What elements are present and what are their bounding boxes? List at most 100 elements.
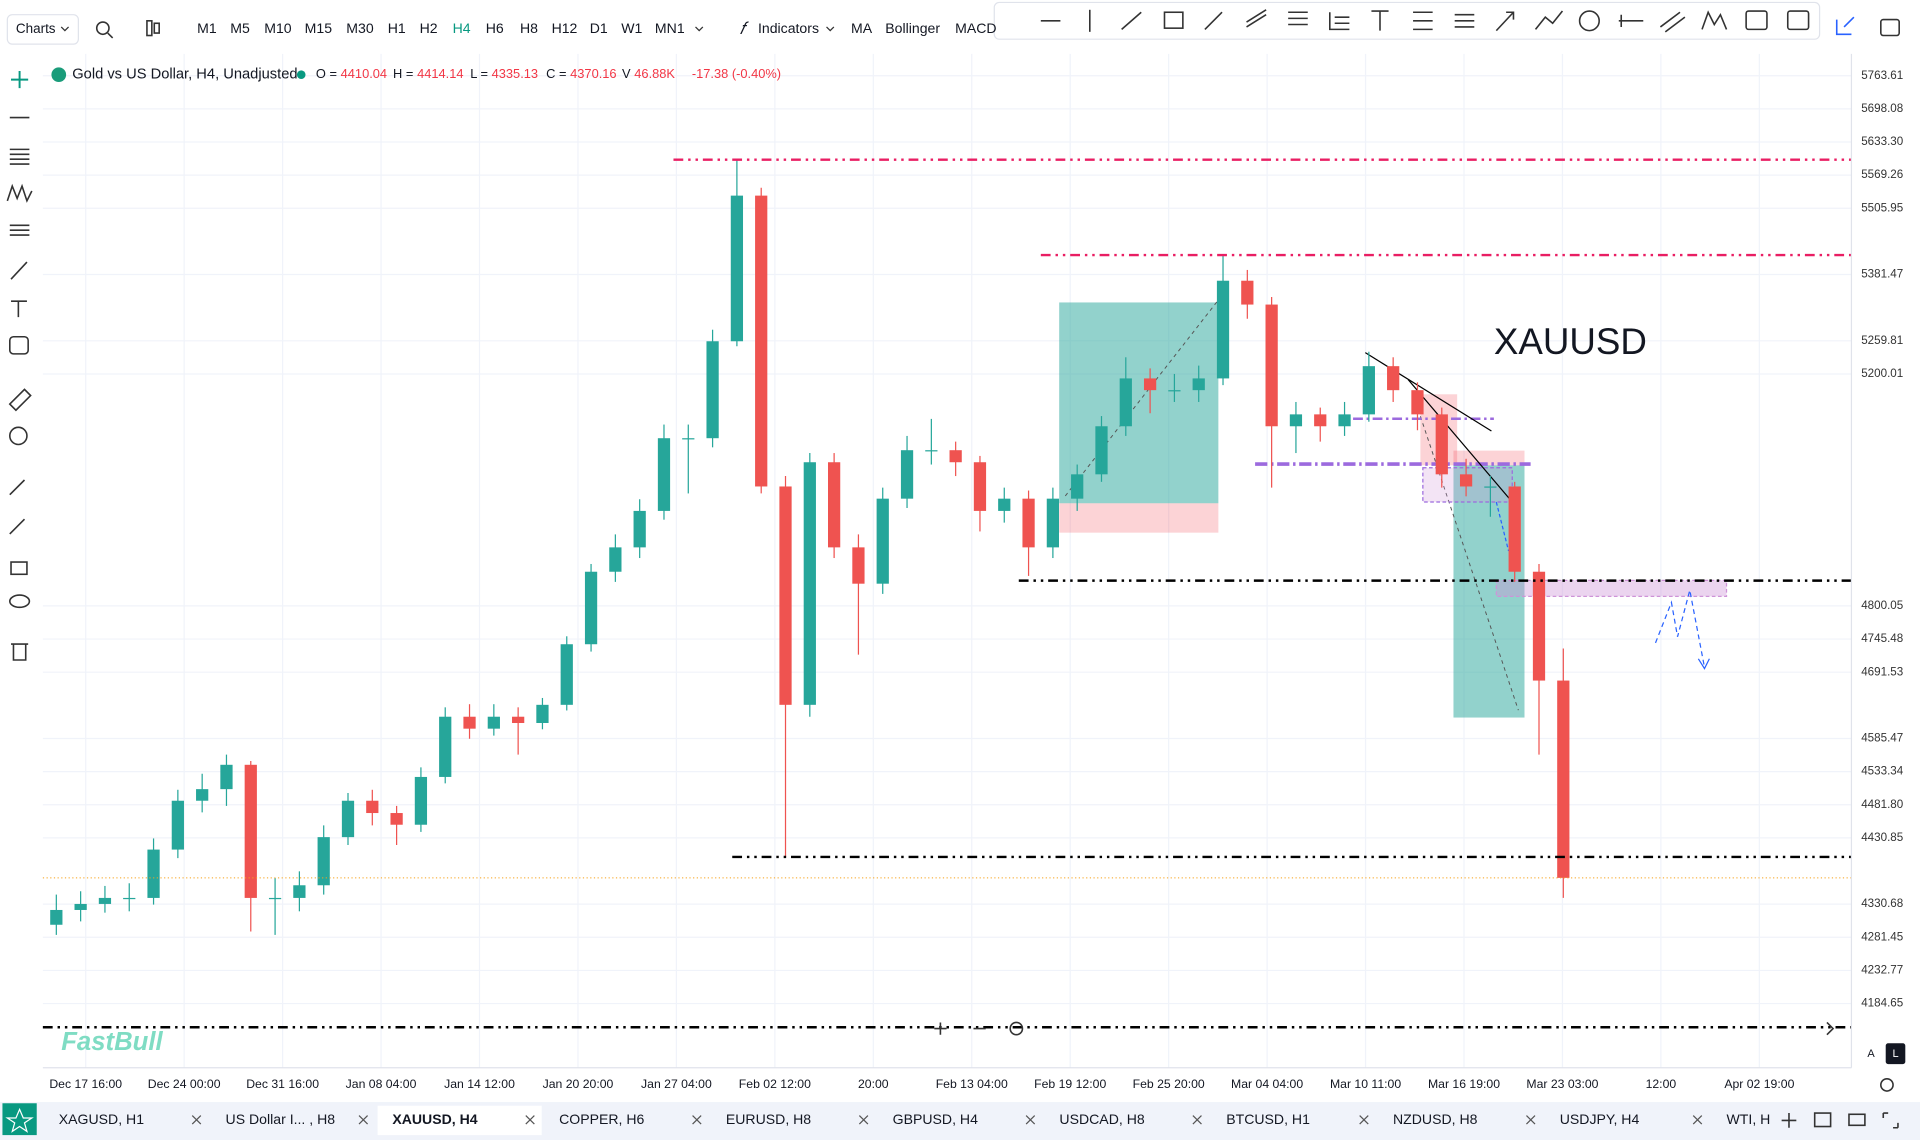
x-tick-label: Feb 25 20:00 [1133, 1077, 1205, 1091]
fib-tool[interactable] [9, 148, 30, 165]
tab-label[interactable]: XAGUSD, H1 [59, 1111, 144, 1127]
legend-field-value: -17.38 (-0.40%) [692, 66, 781, 81]
tab-label[interactable]: GBPUSD, H4 [893, 1111, 978, 1127]
dropdown-icon [60, 26, 70, 32]
tool[interactable] [1745, 10, 1768, 31]
tool[interactable] [1786, 10, 1810, 31]
zoom-in[interactable] [934, 1022, 947, 1035]
tool[interactable] [1204, 11, 1223, 30]
y-tick-label: 5200.01 [1861, 367, 1903, 380]
tab-close[interactable] [358, 1115, 369, 1125]
timeframe-button[interactable]: H4 [453, 20, 471, 36]
tab-close[interactable] [1025, 1115, 1036, 1125]
tool[interactable] [1618, 14, 1644, 27]
brush-tool[interactable] [10, 261, 28, 280]
tool[interactable] [1371, 10, 1389, 31]
crosshair-tool[interactable] [11, 71, 29, 89]
tab-close[interactable] [191, 1115, 202, 1125]
candle-body [876, 498, 889, 584]
indicators-button[interactable]: Indicators [758, 20, 819, 36]
candle-body [147, 849, 160, 898]
timeframe-button[interactable]: H12 [552, 20, 578, 36]
tool[interactable] [1329, 12, 1350, 31]
window-button[interactable] [1848, 1113, 1866, 1127]
tab-close[interactable] [1526, 1115, 1536, 1125]
reset-view[interactable] [1009, 1021, 1024, 1036]
timeframe-button[interactable]: M1 [197, 20, 217, 36]
candle-body [1532, 571, 1546, 681]
scale-button[interactable] [1861, 1043, 1881, 1065]
tab-close[interactable] [858, 1115, 869, 1125]
tab-close[interactable] [692, 1115, 702, 1125]
tab-label[interactable]: BTCUSD, H1 [1226, 1111, 1310, 1127]
tool[interactable] [1121, 11, 1142, 30]
y-tick-label: 5763.61 [1861, 69, 1903, 82]
tool[interactable] [1246, 9, 1267, 28]
magnet-tool[interactable] [9, 479, 26, 496]
tool[interactable] [1288, 11, 1308, 26]
timeframe-button[interactable]: D1 [590, 20, 608, 36]
indicator-shortcut[interactable]: Bollinger [885, 20, 940, 36]
active-tab[interactable] [377, 1105, 542, 1136]
add-tab[interactable] [1781, 1113, 1797, 1128]
tab-label[interactable]: NZDUSD, H8 [1393, 1111, 1478, 1127]
settings-icon[interactable] [1880, 1077, 1894, 1092]
scale-button[interactable] [1885, 1043, 1906, 1065]
tool[interactable] [1413, 11, 1433, 31]
timeframe-button[interactable]: M5 [230, 20, 250, 36]
long-position-loss [1059, 503, 1219, 533]
tab-label[interactable]: USDJPY, H4 [1560, 1111, 1640, 1127]
tool[interactable] [1454, 13, 1475, 28]
candle-body [1508, 486, 1521, 572]
timeframe-button[interactable]: H2 [420, 20, 438, 36]
delete-tool[interactable] [11, 643, 29, 661]
text-tool[interactable] [11, 300, 27, 318]
indicator-shortcut[interactable]: MACD [955, 20, 996, 36]
tab-label[interactable]: WTI, H [1727, 1111, 1771, 1127]
tab-label[interactable]: EURUSD, H8 [726, 1111, 811, 1127]
tab-close[interactable] [1692, 1115, 1703, 1125]
tab-label[interactable]: USDCAD, H8 [1059, 1111, 1144, 1127]
scroll-right[interactable] [1826, 1021, 1835, 1036]
timeframe-button[interactable]: M10 [264, 20, 292, 36]
draw-mode-tool[interactable] [9, 518, 26, 535]
pattern-tool[interactable] [6, 183, 33, 203]
timeframe-button[interactable]: M30 [346, 20, 374, 36]
timeframe-button[interactable]: MN1 [655, 20, 685, 36]
tab-close[interactable] [1192, 1115, 1202, 1125]
fullscreen-button[interactable] [1882, 1112, 1899, 1129]
timeframe-button[interactable]: W1 [621, 20, 642, 36]
tool[interactable] [1578, 10, 1600, 32]
timeframe-button[interactable]: H6 [486, 20, 504, 36]
tool[interactable] [1701, 10, 1728, 30]
share-icon[interactable] [1835, 16, 1855, 36]
tab-close[interactable] [1359, 1115, 1369, 1125]
tab-label[interactable]: COPPER, H6 [559, 1111, 644, 1127]
tool[interactable] [1495, 11, 1515, 32]
layout-button[interactable] [1813, 1112, 1832, 1128]
panel-icon[interactable] [1880, 18, 1900, 37]
ruler-tool[interactable] [8, 388, 32, 412]
candle-body [852, 547, 865, 584]
zoom-tool[interactable] [9, 426, 28, 446]
tool[interactable] [1534, 10, 1564, 30]
chart-type-icon[interactable] [146, 20, 153, 37]
tab-label[interactable]: US Dollar I... , H8 [226, 1111, 336, 1127]
lock-tool[interactable] [10, 561, 28, 576]
y-tick-label: 5698.08 [1861, 102, 1903, 115]
charts-button[interactable] [6, 14, 79, 45]
tool[interactable] [1163, 11, 1184, 29]
timeframe-button[interactable]: H1 [388, 20, 406, 36]
tab-label[interactable]: XAUUSD, H4 [392, 1111, 477, 1127]
tab-close[interactable] [525, 1115, 535, 1125]
indicator-shortcut[interactable]: MA [851, 20, 873, 36]
visibility-tool[interactable] [9, 594, 31, 609]
candle-body [1046, 498, 1059, 548]
tool[interactable] [1659, 11, 1686, 33]
search-icon[interactable] [95, 21, 110, 36]
timeframe-button[interactable]: H8 [520, 20, 538, 36]
forecast-tool[interactable] [9, 224, 30, 236]
emoji-tool[interactable] [9, 335, 29, 355]
timeframe-button[interactable]: M15 [305, 20, 333, 36]
